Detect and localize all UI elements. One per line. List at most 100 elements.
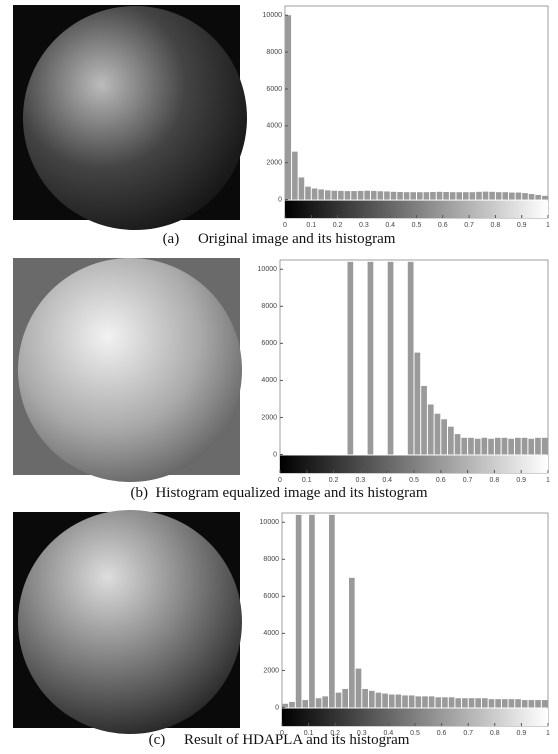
x-tick-label: 0.9: [516, 477, 526, 484]
bar: [335, 692, 342, 708]
bar: [541, 437, 548, 455]
bar: [410, 192, 416, 200]
image-a: [13, 5, 247, 230]
caption: (c) Result of HDAPLA and its histogram: [149, 732, 410, 748]
bar: [428, 696, 435, 708]
bar: [382, 693, 388, 708]
bar: [434, 413, 441, 455]
bar: [448, 426, 454, 455]
x-tick-label: 0.3: [357, 730, 367, 737]
y-tick-label: 8000: [266, 49, 282, 56]
bar: [282, 703, 289, 708]
x-tick-label: 0.4: [385, 222, 395, 229]
x-tick-label: 0.3: [359, 222, 369, 229]
bar: [430, 192, 436, 200]
y-tick-label: 6000: [266, 86, 282, 93]
y-tick-label: 4000: [266, 123, 282, 130]
x-tick-label: 0.4: [382, 477, 392, 484]
bar: [515, 192, 522, 200]
x-tick-label: 0.1: [306, 222, 316, 229]
x-tick-label: 0.1: [302, 477, 312, 484]
bar: [338, 190, 344, 200]
x-tick-label: 0.8: [491, 222, 501, 229]
bar: [344, 191, 351, 200]
x-tick-label: 0.6: [436, 477, 446, 484]
bar: [508, 438, 514, 455]
y-tick-label: 0: [275, 704, 279, 711]
bar: [324, 190, 331, 200]
x-tick-label: 0.7: [463, 730, 473, 737]
bar: [421, 385, 427, 455]
bar: [481, 437, 488, 455]
caption: (b) Histogram equalized image and its hi…: [130, 485, 427, 501]
y-tick-label: 8000: [263, 556, 279, 563]
x-tick-label: 0.1: [304, 730, 314, 737]
y-tick-label: 4000: [261, 377, 277, 384]
x-tick-label: 0.6: [438, 222, 448, 229]
bar: [364, 190, 370, 200]
bar: [370, 190, 377, 200]
bar: [494, 437, 501, 455]
bar: [292, 151, 298, 200]
bar: [449, 192, 456, 200]
x-tick-label: 0.7: [463, 477, 473, 484]
bar: [295, 514, 302, 708]
bar: [315, 698, 322, 708]
bar: [521, 437, 528, 455]
bar: [462, 698, 468, 708]
bar: [463, 192, 469, 200]
bar: [318, 189, 324, 200]
bar: [535, 700, 541, 708]
bar: [436, 191, 443, 200]
bar: [468, 437, 474, 455]
x-tick-label: 0: [283, 222, 287, 229]
bar: [390, 191, 397, 200]
bar: [331, 190, 338, 200]
bar: [289, 701, 295, 708]
y-tick-label: 0: [278, 196, 282, 203]
bar: [384, 191, 390, 200]
image-b: [13, 258, 242, 482]
bar: [522, 193, 528, 200]
bar: [408, 695, 415, 708]
colorbar: [285, 200, 548, 218]
x-tick-label: 0.9: [517, 222, 527, 229]
image-c: [13, 510, 242, 734]
x-tick-label: 0.6: [437, 730, 447, 737]
bar: [488, 438, 494, 455]
y-tick-label: 6000: [261, 340, 277, 347]
x-tick-label: 1: [546, 477, 550, 484]
bar: [455, 698, 462, 708]
bar: [367, 261, 374, 455]
bar: [388, 694, 395, 708]
x-tick-label: 0: [278, 477, 282, 484]
y-tick-label: 10000: [258, 266, 278, 273]
bar: [456, 192, 463, 200]
bar: [417, 192, 423, 200]
bar: [375, 692, 382, 708]
bar: [422, 696, 428, 708]
y-tick-label: 2000: [261, 414, 277, 421]
bar: [329, 514, 335, 708]
bar: [521, 700, 528, 708]
x-tick-label: 1: [546, 730, 550, 737]
bar: [488, 699, 495, 708]
bar: [442, 697, 448, 708]
x-tick-label: 0.5: [412, 222, 422, 229]
y-tick-label: 6000: [263, 593, 279, 600]
x-tick-label: 0.4: [384, 730, 394, 737]
bar: [508, 699, 515, 708]
bar: [541, 700, 548, 708]
bar: [377, 191, 384, 200]
bar: [347, 261, 354, 455]
colorbar: [282, 708, 548, 726]
bar: [355, 668, 362, 708]
bar: [535, 437, 541, 455]
bar: [298, 177, 305, 200]
bar: [515, 699, 521, 708]
x-tick-label: 0.2: [330, 730, 340, 737]
x-tick-label: 0.5: [410, 730, 420, 737]
bar: [285, 15, 292, 200]
bar: [468, 698, 475, 708]
y-tick-label: 4000: [263, 630, 279, 637]
